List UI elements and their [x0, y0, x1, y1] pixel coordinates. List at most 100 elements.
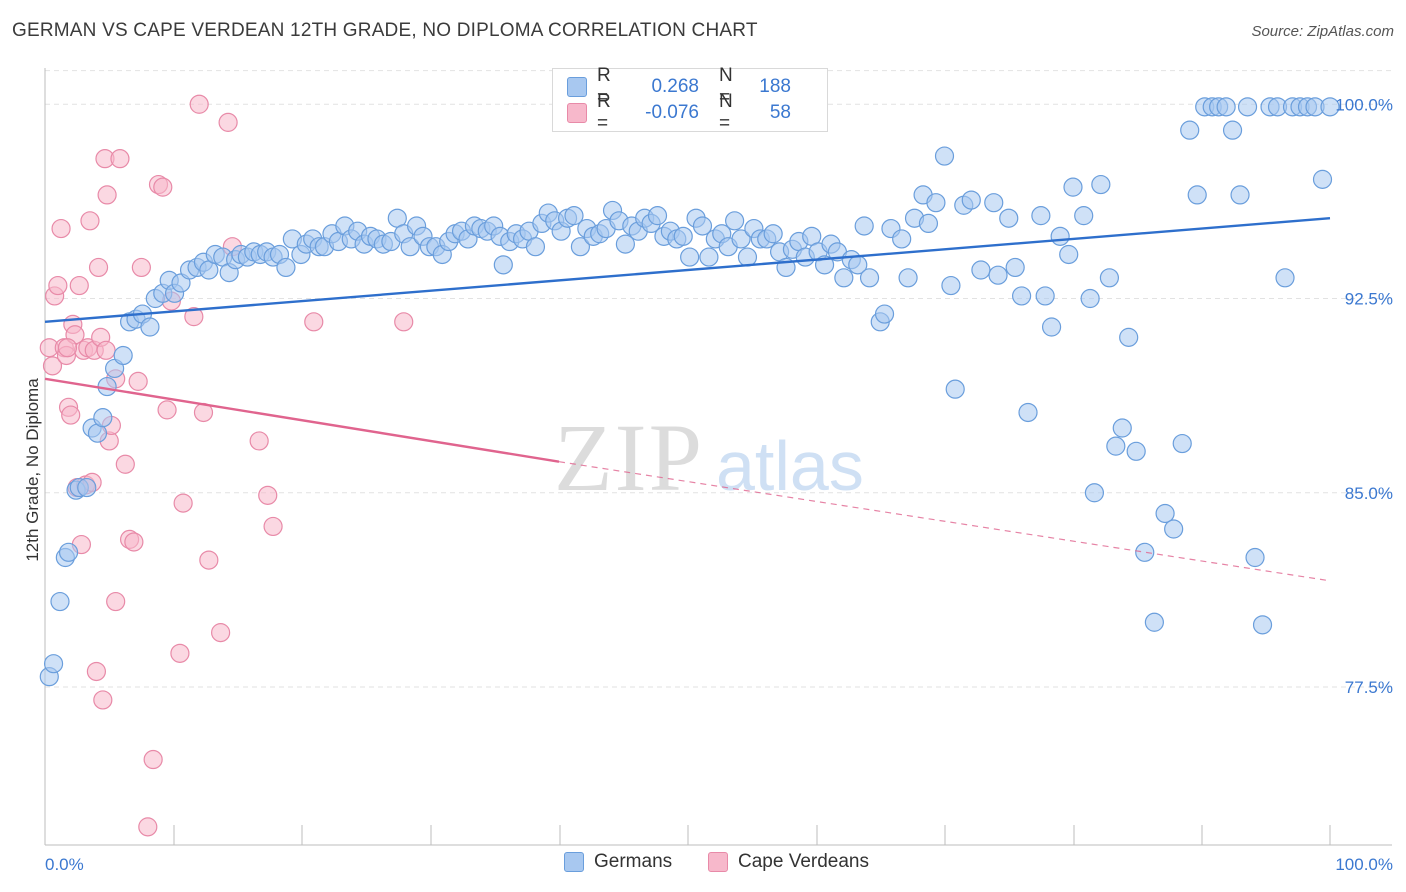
cape-verdeans-point — [42, 356, 63, 376]
cape-verdeans-point — [189, 94, 209, 114]
watermark-zip: ZIP — [554, 404, 704, 511]
germans-point — [1112, 418, 1132, 438]
watermark-atlas: atlas — [716, 427, 864, 505]
germans-point — [961, 190, 981, 210]
y-tick-label: 92.5% — [1345, 290, 1393, 309]
cape-verdeans-point — [249, 431, 269, 451]
germans-point — [737, 247, 758, 267]
r-label: R = — [597, 91, 611, 134]
germans-point — [43, 654, 64, 674]
germans-point — [1237, 97, 1258, 117]
cape-verdeans-point — [96, 340, 116, 360]
legend-item-cape-verdeans[interactable]: Cape Verdeans — [708, 851, 869, 873]
germans-point — [934, 146, 955, 166]
legend-label: Germans — [594, 851, 673, 872]
cape-verdeans-point — [170, 643, 190, 663]
axes — [44, 68, 1392, 846]
cape-verdeans-point — [131, 257, 151, 278]
cape-verdeans-point — [86, 661, 107, 682]
germans-point — [77, 477, 97, 498]
germans-point — [1187, 185, 1207, 205]
x-tick-label: 100.0% — [1335, 855, 1393, 874]
germans-point — [1084, 483, 1105, 503]
germans-point — [1144, 612, 1164, 632]
cape-verdeans-point — [211, 623, 231, 643]
germans-point — [1135, 542, 1155, 562]
r-label: R = — [597, 65, 611, 108]
grid-lines — [45, 70, 1392, 688]
germans-point — [1031, 206, 1051, 226]
germans-swatch — [567, 77, 587, 97]
source-credit: Source: ZipAtlas.com — [1251, 23, 1394, 40]
germans-point — [1172, 433, 1192, 454]
y-axis-label: 12th Grade, No Diploma — [23, 378, 42, 562]
germans-point — [1119, 327, 1139, 347]
germans-point — [1074, 206, 1094, 226]
germans-point — [1275, 268, 1295, 288]
cape-verdeans-point — [128, 371, 148, 391]
germans-point — [971, 260, 991, 280]
germans-point — [999, 208, 1019, 228]
germans-point — [1041, 317, 1062, 337]
x-tick-label: 0.0% — [45, 855, 84, 874]
germans-point — [1005, 257, 1025, 278]
n-value: 188 — [759, 76, 791, 97]
germans-point — [1063, 177, 1083, 197]
germans-point — [984, 193, 1004, 213]
series-legend: Germans Cape Verdeans — [0, 851, 1406, 879]
germans-point — [1080, 288, 1100, 309]
germans-point — [1216, 97, 1236, 117]
germans-point — [1059, 244, 1079, 265]
cape-verdeans-point — [97, 185, 117, 205]
germans-trend-line — [44, 217, 1331, 324]
legend-row-cape-verdeans: R = -0.076 N = 58 — [567, 91, 791, 134]
cape-verdeans-point — [304, 312, 324, 332]
cape-verdeans-point — [124, 532, 144, 552]
germans-point — [1018, 402, 1038, 423]
germans-point — [1222, 120, 1243, 140]
legend-item-germans[interactable]: Germans — [564, 851, 672, 873]
tick-labels: 100.0% 92.5% 85.0% 77.5% 0.0% 100.0% — [45, 95, 1393, 874]
germans-points — [39, 97, 1340, 687]
germans-point — [941, 275, 961, 296]
germans-point — [1106, 436, 1126, 456]
cape-verdeans-point — [138, 817, 158, 837]
germans-point — [926, 193, 946, 213]
cape-verdeans-point — [48, 275, 68, 296]
germans-point — [1091, 174, 1111, 195]
germans-point — [97, 376, 117, 397]
cape-verdeans-point — [157, 400, 177, 420]
legend-label: Cape Verdeans — [738, 851, 869, 872]
cape-verdeans-point — [218, 112, 238, 132]
germans-point — [859, 268, 880, 288]
germans-swatch — [564, 852, 584, 872]
germans-point — [673, 226, 693, 246]
y-tick-label: 85.0% — [1345, 484, 1393, 503]
germans-point — [1155, 503, 1175, 524]
cape-verdeans-points — [39, 94, 414, 837]
germans-point — [570, 237, 591, 257]
n-label: N = — [719, 65, 733, 108]
germans-point — [1035, 286, 1055, 306]
cape-verdeans-point — [106, 591, 126, 612]
cape-verdeans-point — [115, 454, 135, 474]
germans-point — [988, 265, 1008, 285]
cape-verdeans-trend-line — [44, 377, 560, 463]
germans-point — [680, 247, 700, 267]
cape-verdeans-point — [173, 493, 193, 513]
cape-verdeans-point — [199, 550, 219, 570]
cape-verdeans-point — [153, 177, 173, 197]
n-value: 58 — [769, 102, 791, 123]
germans-point — [1099, 268, 1120, 288]
watermark: ZIP atlas — [554, 404, 864, 511]
germans-point — [918, 213, 939, 233]
germans-point — [1230, 185, 1250, 205]
germans-point — [493, 255, 513, 275]
germans-point — [1050, 226, 1070, 246]
cape-verdeans-swatch — [708, 852, 728, 872]
germans-point — [874, 304, 895, 324]
r-value: -0.076 — [645, 102, 699, 123]
chart-title: GERMAN VS CAPE VERDEAN 12TH GRADE, NO DI… — [12, 20, 758, 41]
cape-verdeans-point — [61, 405, 81, 425]
cape-verdeans-point — [258, 485, 278, 505]
